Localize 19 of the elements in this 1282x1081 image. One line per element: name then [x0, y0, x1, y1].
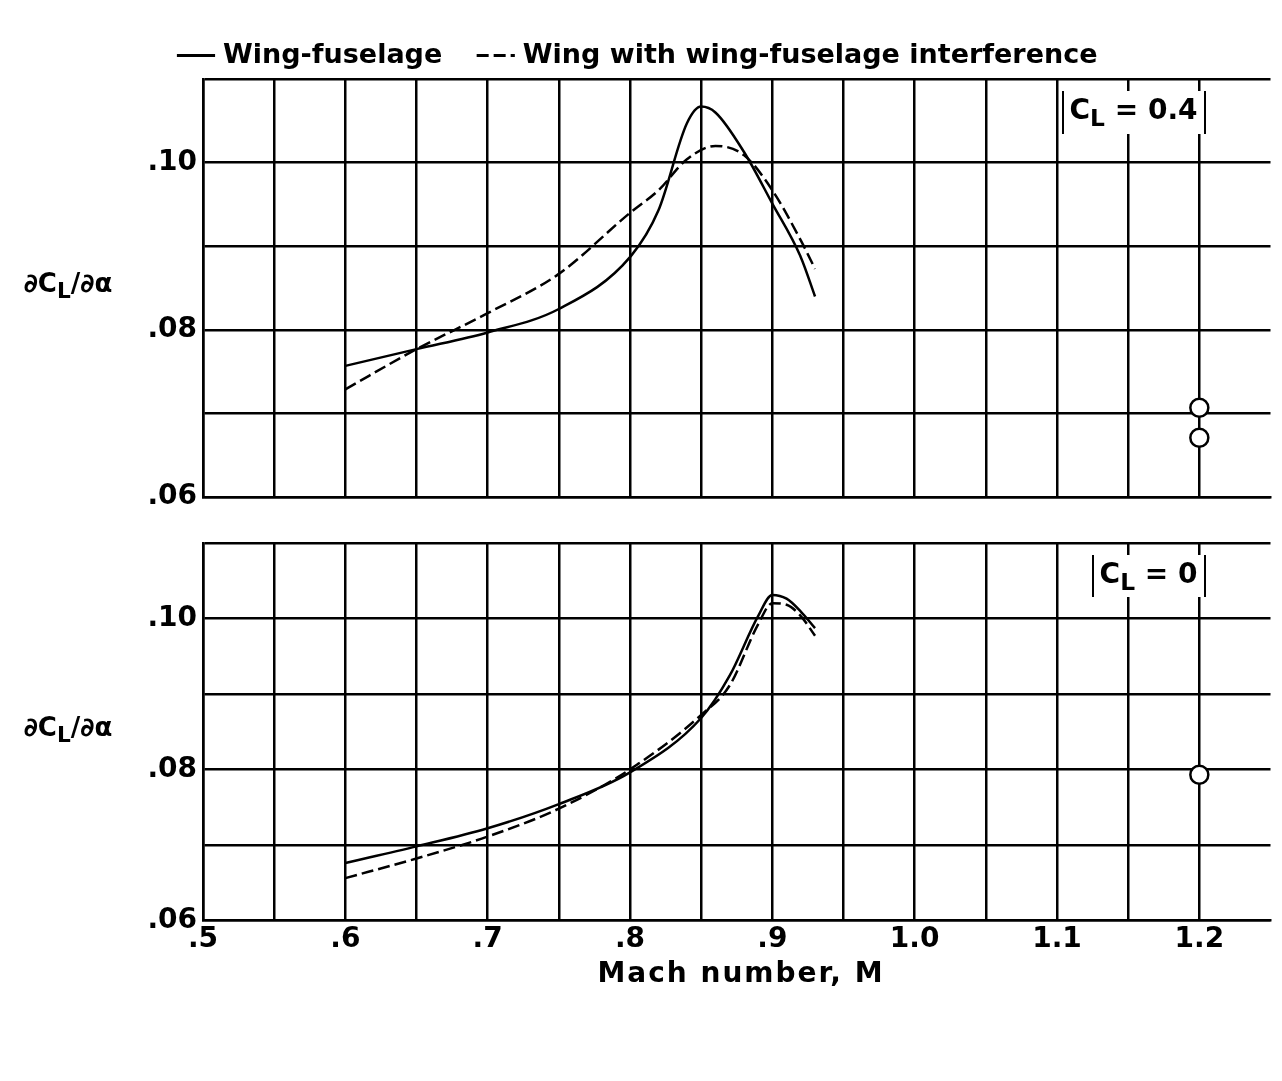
x-tick-label: .6 — [330, 921, 361, 955]
y-tick-label: .06 — [147, 478, 197, 512]
x-axis-title: Mach number, M — [596, 956, 886, 989]
x-tick-label: 1.1 — [1032, 921, 1082, 955]
y-tick-label: .10 — [147, 143, 197, 177]
legend-label: Wing with wing-fuselage interference — [522, 37, 1098, 69]
y-axis-title: ∂C$_{L}$/∂α — [22, 711, 114, 747]
y-tick-label: .08 — [147, 750, 197, 784]
legend-label: Wing-fuselage — [222, 37, 443, 69]
y-tick-label: .10 — [147, 599, 197, 633]
annotation: C$_{L}$ = 0 — [1091, 554, 1206, 598]
y-axis-title: ∂C$_{L}$/∂α — [22, 268, 114, 304]
x-tick-label: 1.2 — [1174, 921, 1225, 955]
x-tick-label: .9 — [757, 921, 788, 955]
x-tick-label: .7 — [472, 921, 503, 955]
annotation: C$_{L}$ = 0.4 — [1061, 91, 1206, 134]
x-tick-label: .8 — [614, 921, 646, 955]
y-tick-label: .08 — [147, 311, 197, 345]
x-tick-label: 1.0 — [889, 921, 940, 955]
